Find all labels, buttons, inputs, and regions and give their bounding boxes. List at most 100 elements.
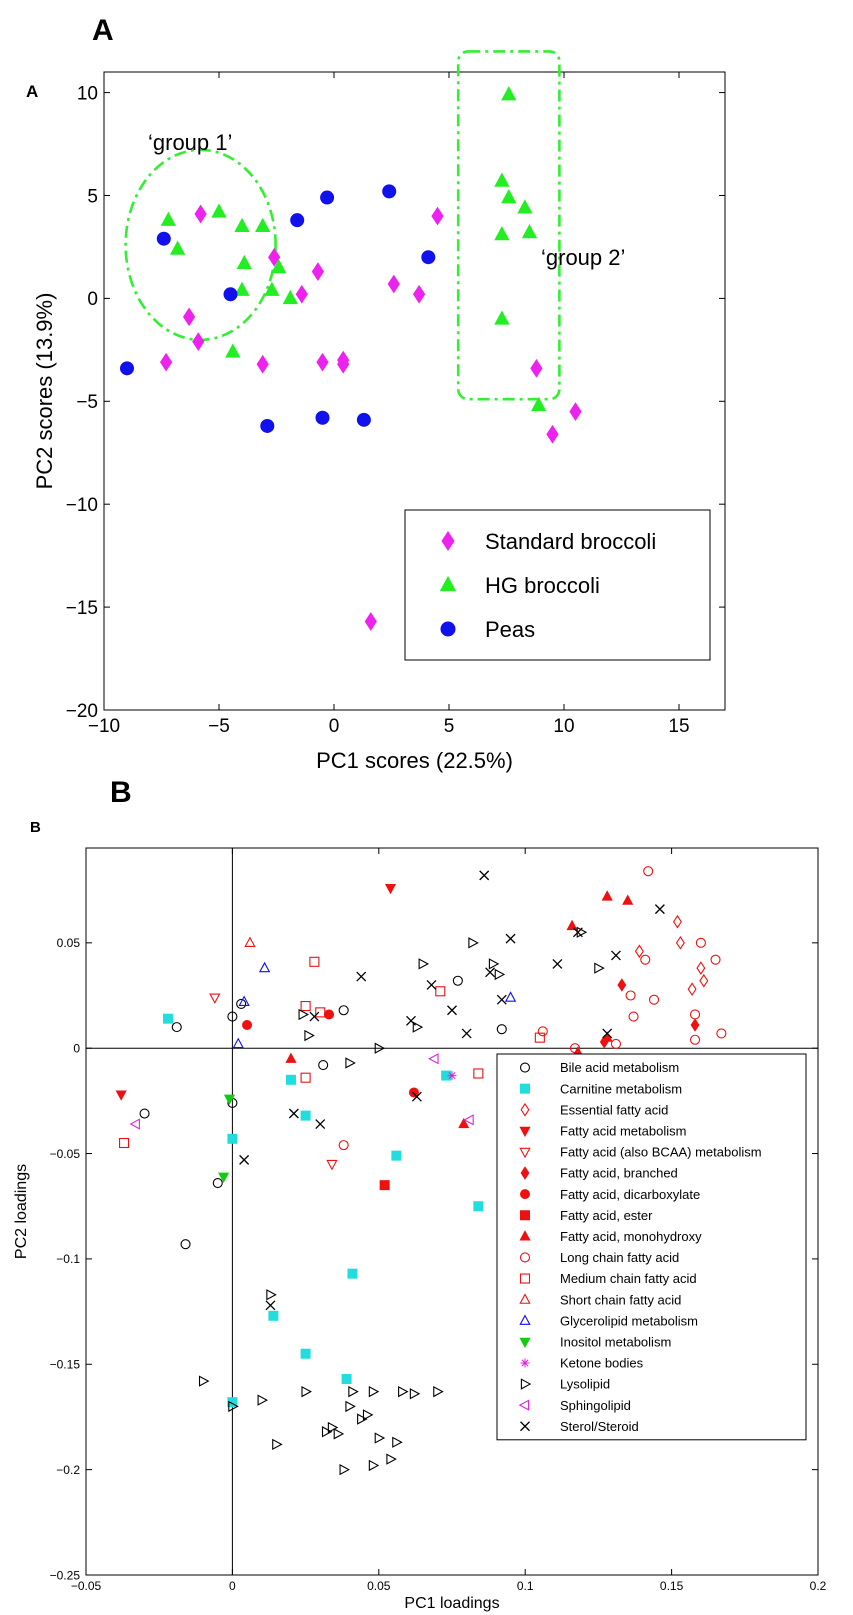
chart-a-point-hg-broccoli [255, 217, 271, 233]
chart-a-y-tick-label: −10 [66, 495, 98, 516]
chart-b-point-carnitine-metabolism [341, 1374, 352, 1385]
chart-b-legend-label-glycerolipid-metabolism: Glycerolipid metabolism [560, 1313, 698, 1328]
chart-b-point-sterol-steroid [461, 1028, 472, 1039]
chart-b-point-lysolipid [228, 1400, 239, 1413]
chart-b-point-carnitine-metabolism [227, 1397, 238, 1408]
chart-b-point-sphingolipid [129, 1118, 140, 1130]
chart-b-legend-marker-bile-acid-metabolism [519, 1062, 531, 1073]
chart-a-point-standard-broccoli [546, 424, 559, 444]
chart-b-point-fatty-acid-monohydroxy [601, 1031, 613, 1042]
chart-a-point-hg-broccoli [169, 240, 186, 255]
chart-b-series-fatty-acid-ester [379, 1180, 390, 1191]
chart-a-point-peas [156, 231, 171, 246]
chart-a-point-standard-broccoli [316, 352, 329, 372]
chart-b-point-medium-chain-fatty-acid [309, 956, 320, 967]
chart-b-legend-marker-inositol-metabolism [519, 1337, 531, 1349]
chart-b-point-medium-chain-fatty-acid [473, 1068, 484, 1079]
chart-b-point-essential-fatty-acid [634, 944, 644, 959]
chart-b-point-medium-chain-fatty-acid [534, 1032, 545, 1043]
chart-b-point-lysolipid [412, 1021, 424, 1033]
chart-b-point-fatty-acid-ester [379, 1180, 390, 1191]
chart-b-point-lysolipid [418, 958, 430, 970]
chart-a-point-standard-broccoli [431, 206, 444, 226]
chart-a-legend-marker-standard-broccoli [441, 530, 455, 552]
chart-b-point-sterol-steroid [309, 1011, 320, 1022]
chart-b-point-lysolipid [357, 1413, 368, 1425]
chart-b-point-bile-acid-metabolism [139, 1108, 150, 1119]
chart-b-point-fatty-acid-also-bcaa-metabolism [326, 1159, 338, 1171]
chart-b-point-carnitine-metabolism [473, 1201, 484, 1212]
chart-b-x-tick-label: 0 [229, 1579, 236, 1593]
chart-b-legend-label-ketone-bodies: Ketone bodies [560, 1356, 644, 1371]
chart-b-point-bile-acid-metabolism [318, 1059, 329, 1071]
chart-b-legend-label-sterol-steroid: Sterol/Steroid [560, 1419, 639, 1434]
chart-b-point-essential-fatty-acid [675, 935, 685, 950]
chart-a-point-peas [290, 213, 305, 228]
chart-b-legend-box [496, 1053, 807, 1441]
chart-a-point-standard-broccoli [311, 262, 325, 281]
chart-b-point-lysolipid [374, 1042, 386, 1054]
chart-b-point-sphingolipid [463, 1114, 474, 1126]
chart-b-point-sterol-steroid [239, 1154, 250, 1165]
chart-b-point-lysolipid [362, 1409, 374, 1421]
chart-b-point-ketone-bodies [447, 1071, 457, 1081]
chart-b-legend-label-fatty-acid-also-bcaa-metabolism: Fatty acid (also BCAA) metabolism [560, 1145, 762, 1160]
chart-b-point-lysolipid [494, 968, 506, 981]
chart-b-point-carnitine-metabolism [285, 1074, 296, 1085]
chart-a-point-peas [421, 250, 436, 265]
chart-b-point-fatty-acid-dicarboxylate [242, 1020, 253, 1031]
chart-b-point-lysolipid [398, 1386, 409, 1398]
chart-b-series-fatty-acid-branched [599, 978, 700, 1049]
chart-b-legend-label-bile-acid-metabolism: Bile acid metabolism [560, 1060, 679, 1075]
chart-b-series-inositol-metabolism [218, 1094, 236, 1183]
chart-a-point-peas [320, 190, 335, 205]
chart-a-point-standard-broccoli [337, 354, 350, 374]
chart-b-point-carnitine-metabolism [162, 1013, 173, 1024]
chart-b-x-tick-label: 0.15 [660, 1579, 684, 1593]
chart-a-y-tick-label: −20 [66, 701, 98, 722]
chart-a-x-axis-label: PC1 scores (22.5%) [316, 748, 513, 773]
chart-b-legend-label-fatty-acid-ester: Fatty acid, ester [560, 1208, 653, 1223]
chart-a-group-2-outline [456, 50, 561, 401]
chart-b-series-carnitine-metabolism [162, 1013, 484, 1408]
chart-b-point-inositol-metabolism [223, 1094, 236, 1105]
chart-a-legend-label-hg-broccoli: HG broccoli [485, 573, 600, 598]
chart-b-point-long-chain-fatty-acid [628, 1011, 639, 1022]
chart-a-x-tick-label: 10 [553, 716, 574, 737]
chart-b-legend-label-fatty-acid-metabolism: Fatty acid metabolism [560, 1124, 686, 1139]
chart-b-legend-label-medium-chain-fatty-acid: Medium chain fatty acid [560, 1271, 697, 1286]
chart-b-legend-marker-ketone-bodies [520, 1358, 530, 1368]
chart-b-y-tick-label: −0.1 [56, 1252, 80, 1266]
chart-b-point-lysolipid [266, 1289, 277, 1301]
chart-b-point-long-chain-fatty-acid [710, 954, 721, 965]
chart-b-series-fatty-acid-metabolism [115, 883, 397, 1101]
chart-b-point-carnitine-metabolism [300, 1110, 311, 1121]
chart-b-point-sphingolipid [428, 1053, 439, 1065]
chart-b-legend-marker-long-chain-fatty-acid [519, 1252, 531, 1263]
chart-b-point-lysolipid [321, 1426, 333, 1438]
chart-b-point-fatty-acid-monohydroxy [601, 890, 613, 901]
chart-b-point-medium-chain-fatty-acid [435, 986, 446, 997]
chart-b-point-long-chain-fatty-acid [537, 1026, 548, 1037]
chart-b-point-lysolipid [374, 1432, 386, 1444]
chart-a-x-tick-label: 0 [329, 716, 340, 737]
chart-b-point-fatty-acid-branched [617, 978, 627, 992]
chart-b-point-fatty-acid-metabolism [384, 883, 397, 895]
chart-a-point-hg-broccoli [234, 217, 250, 233]
chart-b-series-fatty-acid-also-bcaa-metabolism [209, 993, 338, 1171]
chart-b-point-carnitine-metabolism [347, 1268, 358, 1279]
chart-b-point-medium-chain-fatty-acid [119, 1137, 130, 1149]
chart-b-point-lysolipid [433, 1386, 444, 1398]
chart-b-legend-marker-medium-chain-fatty-acid [519, 1273, 531, 1284]
chart-b-point-bile-acid-metabolism [236, 998, 247, 1009]
chart-b-point-long-chain-fatty-acid [689, 1009, 701, 1020]
chart-b-legend-label-long-chain-fatty-acid: Long chain fatty acid [560, 1250, 679, 1265]
chart-a-group-1-label: ‘group 1’ [148, 130, 232, 155]
chart-a-y-tick-label: −15 [66, 598, 98, 619]
chart-b-point-lysolipid [301, 1386, 312, 1398]
chart-a-point-standard-broccoli [192, 332, 205, 351]
chart-b-point-carnitine-metabolism [300, 1348, 311, 1359]
chart-a-point-peas [382, 184, 397, 199]
chart-b-point-lysolipid [348, 1386, 359, 1398]
chart-b-point-fatty-acid-also-bcaa-metabolism [209, 993, 221, 1004]
